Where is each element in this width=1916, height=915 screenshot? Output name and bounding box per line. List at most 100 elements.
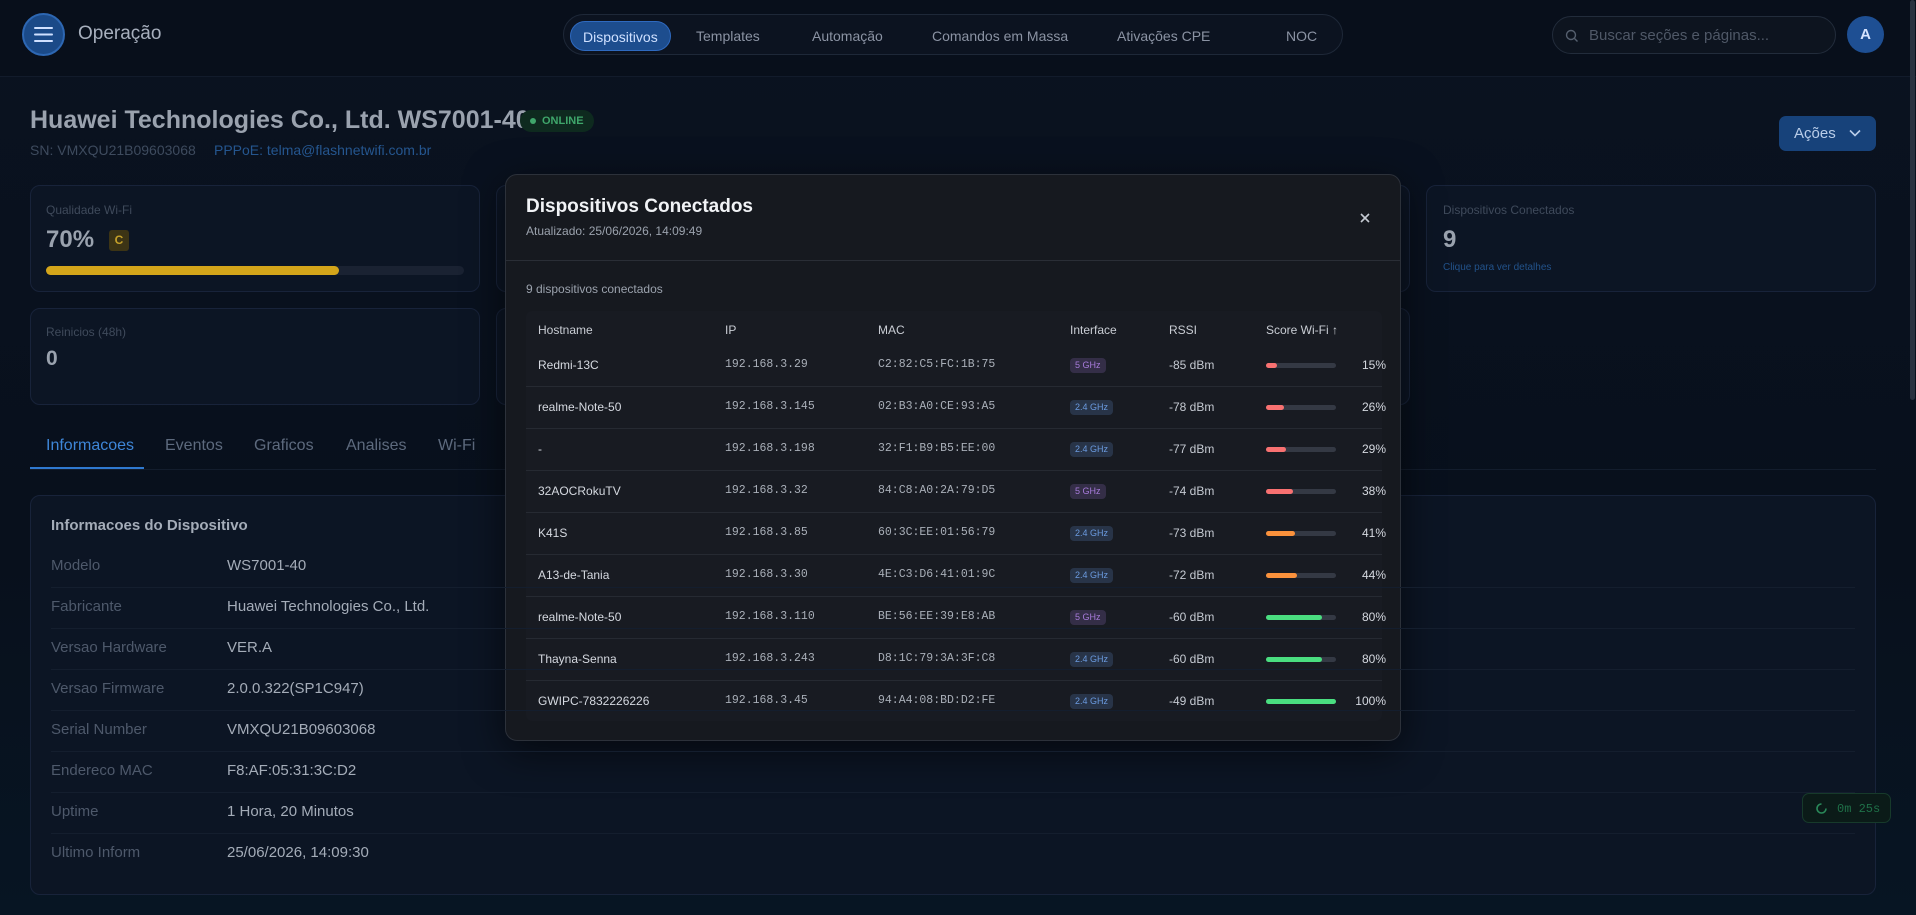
ip: 192.168.3.32 <box>725 484 808 497</box>
connected-card[interactable]: Dispositivos Conectados 9 Clique para ve… <box>1426 185 1876 292</box>
menu-button[interactable] <box>22 13 65 56</box>
mac: 60:3C:EE:01:56:79 <box>878 526 996 539</box>
spinner <box>1816 803 1827 814</box>
info-value: F8:AF:05:31:3C:D2 <box>227 762 357 779</box>
column-header: Score Wi-Fi ↑ <box>1266 323 1338 337</box>
info-label: Uptime <box>51 803 99 820</box>
ip: 192.168.3.29 <box>725 358 808 371</box>
modal-title: Dispositivos Conectados <box>526 196 753 217</box>
info-separator <box>51 792 1855 793</box>
app-title: Operação <box>78 23 162 44</box>
hostname: realme-Note-50 <box>538 400 622 414</box>
tab[interactable]: Wi-Fi <box>438 437 476 454</box>
quality-card: Qualidade Wi-Fi 70% C <box>30 185 480 292</box>
nav-item[interactable]: Dispositivos <box>570 21 671 51</box>
mac: C2:82:C5:FC:1B:75 <box>878 358 996 371</box>
rssi: -78 dBm <box>1169 400 1215 414</box>
modal: Dispositivos Conectados Atualizado: 25/0… <box>505 174 1401 741</box>
table: Hostname IP MAC Interface RSSI Score Wi-Fi ↑ R… <box>526 311 1386 721</box>
tab[interactable]: Graficos <box>254 437 314 454</box>
info-value: 25/06/2026, 14:09:30 <box>227 844 369 861</box>
row-separator <box>526 386 1382 387</box>
info-separator <box>51 833 1855 834</box>
serial: SN: VMXQU21B09603068 <box>30 142 196 158</box>
info-separator <box>51 710 1855 711</box>
avatar[interactable]: A <box>1847 16 1884 53</box>
device-title: Huawei Technologies Co., Ltd. WS7001-40 <box>30 106 530 134</box>
score-track <box>1266 363 1336 368</box>
row-separator <box>526 680 1382 681</box>
info-title: Informacoes do Dispositivo <box>51 517 248 534</box>
device-count: 9 dispositivos conectados <box>526 282 663 296</box>
score-bar <box>1266 405 1285 410</box>
tab-underline <box>30 467 144 469</box>
score-label: 80% <box>1361 610 1386 624</box>
hostname: GWIPC-7832226226 <box>538 694 650 708</box>
rssi: -60 dBm <box>1169 610 1215 624</box>
interface-badge: 2.4 GHz <box>1070 568 1114 583</box>
score-track <box>1266 573 1336 578</box>
interface-badge: 2.4 GHz <box>1070 442 1114 457</box>
card-value: 70% <box>46 226 95 253</box>
status-dot <box>530 118 536 124</box>
info-separator <box>51 751 1855 752</box>
interface-badge: 5 GHz <box>1070 610 1106 625</box>
info-label: Endereco MAC <box>51 762 153 779</box>
mac: 32:F1:B9:B5:EE:00 <box>878 442 996 455</box>
score-label: 29% <box>1361 442 1386 456</box>
search[interactable]: Buscar seções e páginas... <box>1552 16 1836 54</box>
nav-item[interactable]: Ativações CPE <box>1117 28 1211 44</box>
score-label: 80% <box>1361 652 1386 666</box>
ip: 192.168.3.198 <box>725 442 815 455</box>
hostname: 32AOCRokuTV <box>538 484 621 498</box>
actions-button[interactable]: Ações <box>1779 116 1876 151</box>
tab[interactable]: Informacoes <box>46 437 135 454</box>
scrollbar[interactable] <box>1910 0 1915 400</box>
reboots-card: Reinicios (48h) 0 <box>30 308 480 405</box>
nav-item[interactable]: NOC <box>1286 28 1318 44</box>
info-separator <box>51 587 1855 588</box>
interface-badge: 5 GHz <box>1070 358 1106 373</box>
card-label: Dispositivos Conectados <box>1443 203 1575 217</box>
interface-badge: 2.4 GHz <box>1070 526 1114 541</box>
ip: 192.168.3.110 <box>725 610 815 623</box>
score-bar <box>1266 573 1297 578</box>
info-label: Versao Hardware <box>51 639 167 656</box>
score-bar <box>1266 447 1287 452</box>
nav-item[interactable]: Templates <box>696 28 760 44</box>
score-track <box>1266 447 1336 452</box>
row-separator <box>526 638 1382 639</box>
info-value: 1 Hora, 20 Minutos <box>227 803 354 820</box>
tab[interactable]: Analises <box>346 437 407 454</box>
search-placeholder: Buscar seções e páginas... <box>1589 27 1770 44</box>
column-header: IP <box>725 323 737 337</box>
score-bar <box>1266 699 1336 704</box>
timer: 0m 25s <box>1802 793 1891 823</box>
tab[interactable]: Eventos <box>165 437 223 454</box>
score-label: 44% <box>1361 568 1386 582</box>
score-label: 41% <box>1361 526 1386 540</box>
row-separator <box>526 470 1382 471</box>
info-label: Ultimo Inform <box>51 844 141 861</box>
modal-updated: Atualizado: 25/06/2026, 14:09:49 <box>526 224 703 238</box>
rssi: -85 dBm <box>1169 358 1215 372</box>
nav-item[interactable]: Comandos em Massa <box>932 28 1069 44</box>
card-label: Reinicios (48h) <box>46 325 127 339</box>
ip: 192.168.3.45 <box>725 694 808 707</box>
row-separator <box>526 554 1382 555</box>
card-value: 9 <box>1443 226 1457 253</box>
info-value: VMXQU21B09603068 <box>227 721 376 738</box>
score-track <box>1266 489 1336 494</box>
nav-item[interactable]: Automação <box>812 28 883 44</box>
actions-label: Ações <box>1794 125 1836 142</box>
score-bar <box>1266 489 1293 494</box>
quality-bar <box>46 266 339 275</box>
row-separator <box>526 512 1382 513</box>
card-label: Qualidade Wi-Fi <box>46 203 133 217</box>
chevron <box>1849 129 1861 137</box>
card-value: 0 <box>46 347 58 370</box>
hostname: Thayna-Senna <box>538 652 617 666</box>
close-button[interactable] <box>1358 211 1372 225</box>
